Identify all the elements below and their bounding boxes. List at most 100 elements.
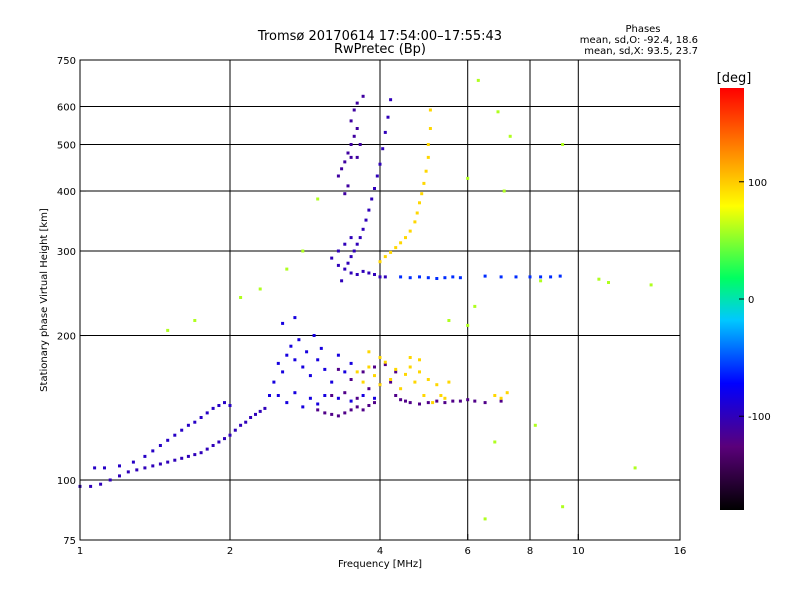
data-point — [383, 275, 387, 279]
data-point — [118, 464, 121, 468]
data-point — [268, 394, 271, 397]
data-point — [258, 409, 262, 413]
data-point — [330, 394, 334, 397]
data-point — [373, 187, 376, 190]
data-point — [355, 370, 359, 374]
data-point — [361, 380, 365, 384]
data-point — [426, 143, 430, 146]
data-point — [166, 328, 170, 332]
data-point — [330, 412, 334, 416]
data-point — [473, 399, 477, 403]
data-point — [158, 462, 162, 466]
data-point — [367, 208, 371, 212]
data-point — [361, 394, 365, 397]
data-point — [343, 411, 347, 415]
y-ticks: 75 100 200 300 400 500 600 750 — [57, 56, 86, 547]
data-point — [258, 287, 262, 291]
data-point — [394, 367, 398, 371]
data-point — [349, 399, 353, 403]
y-tick-label: 200 — [57, 332, 76, 343]
data-point — [399, 275, 403, 279]
data-point — [508, 134, 512, 138]
data-point — [378, 260, 382, 264]
colorbar-ticks: 100 0 -100 — [739, 178, 771, 423]
x-ticks: 1 2 4 6 8 10 16 — [77, 534, 686, 557]
data-point — [93, 466, 97, 470]
data-point — [166, 438, 170, 442]
x-tick-label: 4 — [377, 546, 383, 557]
data-point — [118, 474, 121, 478]
data-point — [205, 411, 209, 415]
data-point — [319, 346, 323, 350]
data-point — [336, 174, 340, 178]
data-point — [355, 405, 359, 409]
y-axis-label: Stationary phase Virtual Height [km] — [39, 208, 50, 392]
data-point — [373, 273, 376, 276]
y-tick-label: 400 — [57, 187, 76, 198]
data-point — [99, 482, 103, 486]
chart-title: Tromsø 20170614 17:54:00–17:55:43 — [257, 29, 502, 44]
data-point — [426, 401, 430, 405]
data-point — [607, 281, 610, 284]
data-point — [451, 399, 455, 403]
data-point — [383, 130, 387, 134]
data-point — [373, 396, 376, 400]
data-point — [424, 169, 428, 173]
data-point — [323, 367, 327, 371]
data-point — [418, 201, 421, 205]
data-point — [383, 360, 387, 364]
data-point — [312, 334, 316, 337]
data-point — [418, 370, 421, 374]
data-point — [180, 428, 184, 432]
data-point — [103, 466, 106, 470]
data-point — [263, 406, 267, 410]
data-point — [378, 275, 382, 279]
data-point — [281, 321, 285, 325]
data-point — [336, 396, 340, 400]
data-point — [308, 374, 312, 378]
data-point — [336, 353, 340, 357]
data-point — [343, 242, 347, 246]
data-point — [361, 269, 365, 273]
data-point — [293, 391, 297, 395]
data-point — [217, 404, 221, 407]
data-point — [301, 249, 305, 253]
data-point — [173, 433, 177, 437]
data-point — [466, 398, 470, 402]
data-point — [389, 378, 393, 381]
data-point — [223, 401, 226, 405]
data-point — [343, 391, 347, 395]
data-point — [349, 236, 353, 240]
data-point — [399, 241, 403, 245]
data-point — [367, 365, 371, 369]
data-point — [346, 151, 350, 155]
data-point — [289, 344, 293, 348]
data-point — [561, 143, 565, 146]
data-point — [355, 101, 359, 105]
data-point — [389, 98, 393, 102]
data-point — [316, 402, 320, 406]
data-point — [349, 271, 353, 275]
data-points — [78, 78, 653, 521]
data-point — [364, 218, 368, 222]
data-point — [151, 464, 155, 468]
data-point — [349, 155, 353, 159]
data-point — [239, 423, 243, 427]
data-point — [151, 449, 155, 453]
data-point — [323, 394, 327, 397]
colorbar-label: [deg] — [717, 71, 752, 86]
data-point — [408, 276, 412, 280]
data-point — [180, 456, 184, 460]
data-point — [404, 372, 407, 376]
data-point — [483, 401, 487, 405]
data-point — [404, 236, 407, 240]
data-point — [330, 380, 334, 384]
data-point — [358, 236, 362, 240]
data-point — [502, 189, 506, 193]
data-point — [301, 365, 305, 369]
data-point — [399, 398, 403, 402]
data-point — [447, 319, 451, 322]
data-point — [466, 323, 470, 327]
data-point — [533, 423, 537, 427]
data-point — [186, 454, 190, 458]
